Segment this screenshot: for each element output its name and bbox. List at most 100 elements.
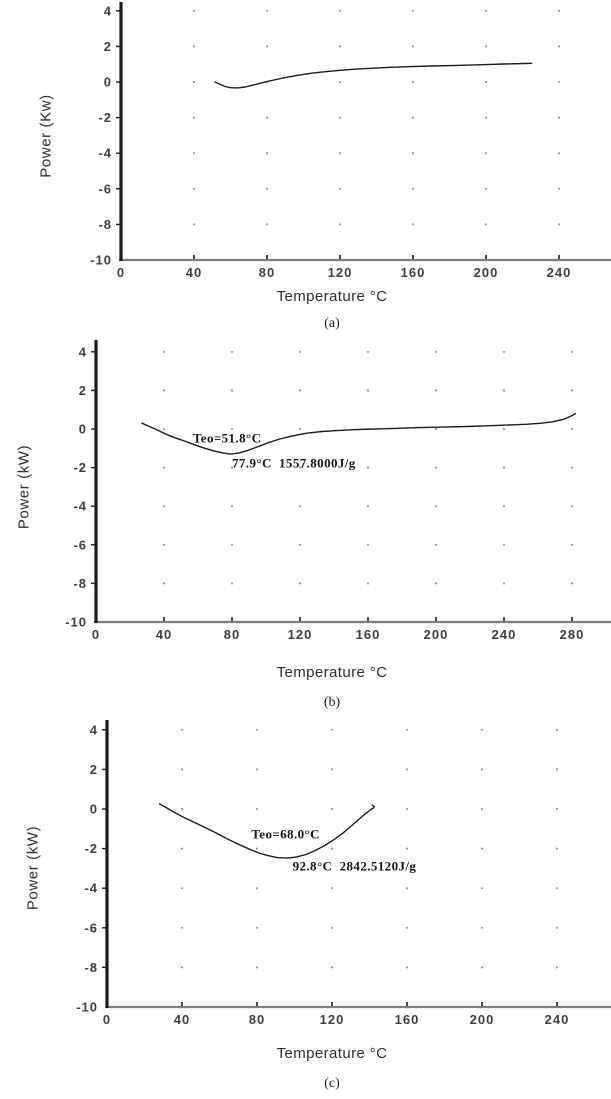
grid-dot xyxy=(570,350,574,353)
grid-dot xyxy=(480,926,484,929)
grid-dot xyxy=(480,887,484,890)
grid-dot xyxy=(555,847,559,850)
dsc-chart-panel-a: 0 40 80 120 160 200 240 4 2 0 -2 -4 -6 -8 -10 Power (K… xyxy=(0,0,611,335)
y-tick-label: 2 xyxy=(90,762,98,777)
grid-dot xyxy=(405,728,409,731)
grid-dot xyxy=(502,543,506,546)
grid-dot xyxy=(434,427,438,431)
grid-dot xyxy=(434,466,438,469)
grid-dot xyxy=(265,187,269,190)
grid-dot xyxy=(255,847,259,850)
x-tick-label: 280 xyxy=(560,627,585,642)
x-axis-label-c: Temperature °C xyxy=(276,1045,388,1062)
grid-dot xyxy=(434,543,438,546)
grid-dot xyxy=(557,187,561,190)
dsc-chart-panel-c: 0 40 80 120 160 200 240 4 2 0 -2 -4 -6 -8 -10 Teo=68.0°… xyxy=(0,715,611,1099)
x-tick-label: 120 xyxy=(328,265,353,280)
plot-area-b: 0 40 80 120 160 200 240 280 4 2 0 -2 -4 -6 -8 -10 Teo=51… xyxy=(65,340,611,642)
grid-dot xyxy=(330,847,334,850)
grid-dot xyxy=(480,847,484,850)
grid-dot xyxy=(411,45,415,48)
x-tick-label: 240 xyxy=(545,1012,570,1027)
grid-dot xyxy=(338,45,342,48)
dsc-curve-a xyxy=(214,62,533,89)
y-tick-label: 2 xyxy=(79,383,87,398)
grid-dot xyxy=(255,926,259,929)
grid-dot xyxy=(411,187,415,190)
y-axis-label-c: Power (kW) xyxy=(24,825,42,911)
x-axis-label-a: Temperature °C xyxy=(276,288,388,305)
grid-dot xyxy=(298,427,302,431)
y-tick-label: -4 xyxy=(84,881,98,896)
y-tick-label: 4 xyxy=(90,722,98,737)
grid-dot xyxy=(180,728,184,731)
grid-dot xyxy=(502,427,506,431)
y-tick-label: -8 xyxy=(98,217,112,232)
grid-dot xyxy=(570,582,574,585)
grid-dot xyxy=(162,350,166,353)
y-tick-label: -6 xyxy=(98,181,112,196)
grid-dot xyxy=(265,116,269,119)
grid-dot xyxy=(338,9,342,12)
grid-dot xyxy=(192,187,196,190)
panel-caption-c: (c) xyxy=(324,1076,340,1091)
grid-dot xyxy=(298,389,302,392)
grid-dot xyxy=(366,505,370,508)
grid-dot xyxy=(484,223,488,226)
grid-dot xyxy=(557,152,561,155)
grid-dot xyxy=(230,350,234,353)
grid-dot xyxy=(555,887,559,890)
grid-dot xyxy=(555,807,559,811)
grid-dot xyxy=(192,223,196,226)
grid-dot xyxy=(366,466,370,469)
grid-dot xyxy=(338,116,342,119)
grid-dot xyxy=(338,223,342,226)
x-tick-label: 240 xyxy=(547,265,572,280)
x-tick-label: 80 xyxy=(224,627,240,642)
grid-dot xyxy=(162,505,166,508)
grid-dot xyxy=(192,80,196,84)
grid-dot xyxy=(230,582,234,585)
x-tick-label: 240 xyxy=(492,627,517,642)
grid-dot xyxy=(298,582,302,585)
grid-dot xyxy=(180,966,184,969)
grid-dot xyxy=(192,116,196,119)
grid-dot xyxy=(405,768,409,771)
y-tick-label: -2 xyxy=(73,460,87,475)
y-tick-label: -4 xyxy=(73,499,87,514)
grid-dot xyxy=(298,505,302,508)
grid-dot xyxy=(162,389,166,392)
grid-dot xyxy=(330,926,334,929)
grid-dot xyxy=(162,427,166,431)
grid-dot xyxy=(265,9,269,12)
grid-dot xyxy=(555,728,559,731)
grid-dot xyxy=(480,768,484,771)
x-tick-label: 120 xyxy=(320,1012,345,1027)
y-tick-label: -10 xyxy=(76,1000,98,1015)
plot-area-a: 0 40 80 120 160 200 240 4 2 0 -2 -4 -6 -8 -10 xyxy=(90,2,611,280)
grid-dot xyxy=(230,505,234,508)
y-tick-label: 4 xyxy=(79,344,87,359)
peak-annotation: 77.9°C 1557.8000J/g xyxy=(232,456,356,471)
grid-dot xyxy=(484,116,488,119)
peak-annotation: 92.8°C 2842.5120J/g xyxy=(293,858,417,873)
grid-dot xyxy=(570,543,574,546)
grid-dot xyxy=(162,543,166,546)
grid-dot xyxy=(555,768,559,771)
panel-caption-b: (b) xyxy=(323,695,341,710)
grid-dot xyxy=(570,466,574,469)
x-tick-label: 160 xyxy=(356,627,381,642)
grid-dot xyxy=(330,807,334,811)
grid-dot xyxy=(411,116,415,119)
grid-dot xyxy=(255,768,259,771)
grid-dot xyxy=(405,887,409,890)
peak-annotation: Teo=68.0°C xyxy=(251,827,320,842)
x-tick-label: 120 xyxy=(288,627,313,642)
grid-dot xyxy=(480,728,484,731)
y-tick-label: -6 xyxy=(73,537,87,552)
grid-dot xyxy=(557,80,561,84)
grid-dot xyxy=(484,152,488,155)
x-tick-label: 0 xyxy=(92,627,100,642)
grid-dot xyxy=(555,966,559,969)
